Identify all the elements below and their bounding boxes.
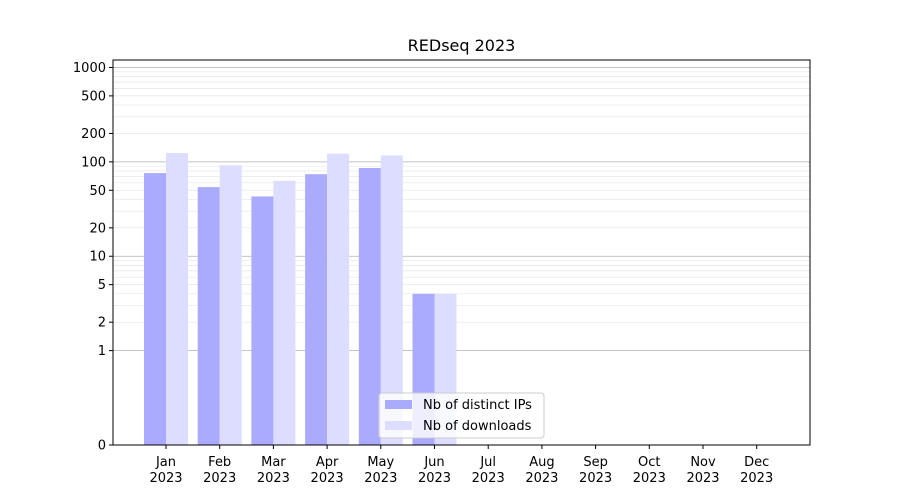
legend-label: Nb of downloads <box>423 419 532 434</box>
x-tick-label-year: 2023 <box>525 471 558 486</box>
y-tick-label: 5 <box>98 278 106 293</box>
x-tick-label-year: 2023 <box>579 471 612 486</box>
legend-label: Nb of distinct IPs <box>423 398 532 413</box>
x-tick-label-month: Dec <box>744 455 769 470</box>
x-tick-label-month: Mar <box>261 455 286 470</box>
legend-swatch <box>385 400 412 409</box>
bar-downloads <box>273 180 296 445</box>
y-tick-label: 50 <box>89 184 106 199</box>
y-tick-label: 2 <box>98 316 106 331</box>
y-tick-label: 1000 <box>73 61 106 76</box>
x-tick-label-month: Oct <box>638 455 660 470</box>
bar-distinct-ips <box>305 174 328 445</box>
x-tick-label-year: 2023 <box>203 471 236 486</box>
y-tick-label: 500 <box>81 89 106 104</box>
x-tick-label-month: Aug <box>529 455 554 470</box>
bar-downloads <box>166 153 188 445</box>
x-tick-label-month: May <box>367 455 394 470</box>
bar-downloads <box>219 165 242 445</box>
bar-distinct-ips <box>358 168 381 445</box>
x-tick-label-month: Jan <box>155 455 176 470</box>
x-tick-label-year: 2023 <box>740 471 773 486</box>
bar-distinct-ips <box>144 173 166 446</box>
x-tick-label-year: 2023 <box>257 471 290 486</box>
chart-title: REDseq 2023 <box>408 36 516 55</box>
bar-distinct-ips <box>251 196 274 445</box>
y-tick-label: 100 <box>81 155 106 170</box>
bar-distinct-ips <box>197 187 220 446</box>
x-tick-label-year: 2023 <box>686 471 719 486</box>
legend: Nb of distinct IPs Nb of downloads <box>378 392 545 439</box>
x-tick-label-month: Nov <box>690 455 716 470</box>
y-tick-label: 1 <box>98 344 106 359</box>
y-tick-label: 0 <box>98 439 106 454</box>
bar-downloads <box>380 155 403 446</box>
y-tick-label: 20 <box>89 221 106 236</box>
x-tick-label-year: 2023 <box>364 471 397 486</box>
x-tick-label-month: Jul <box>479 455 496 470</box>
y-tick-label: 200 <box>81 127 106 142</box>
bar-downloads <box>327 153 350 445</box>
x-tick-label-year: 2023 <box>472 471 505 486</box>
plot-area-frame <box>112 59 811 446</box>
x-tick-label-year: 2023 <box>311 471 344 486</box>
x-tick-label-month: Feb <box>208 455 231 470</box>
x-tick-label-month: Jun <box>423 455 444 470</box>
y-tick-label: 10 <box>89 250 106 265</box>
axes: 01251020501002005001000Jan2023Feb2023Mar… <box>73 61 773 486</box>
legend-box <box>378 392 545 439</box>
x-tick-label-year: 2023 <box>149 471 182 486</box>
x-tick-label-year: 2023 <box>418 471 451 486</box>
legend-swatch <box>385 421 412 430</box>
x-tick-label-month: Sep <box>583 455 608 470</box>
x-tick-label-year: 2023 <box>633 471 666 486</box>
x-tick-label-month: Apr <box>316 455 339 470</box>
